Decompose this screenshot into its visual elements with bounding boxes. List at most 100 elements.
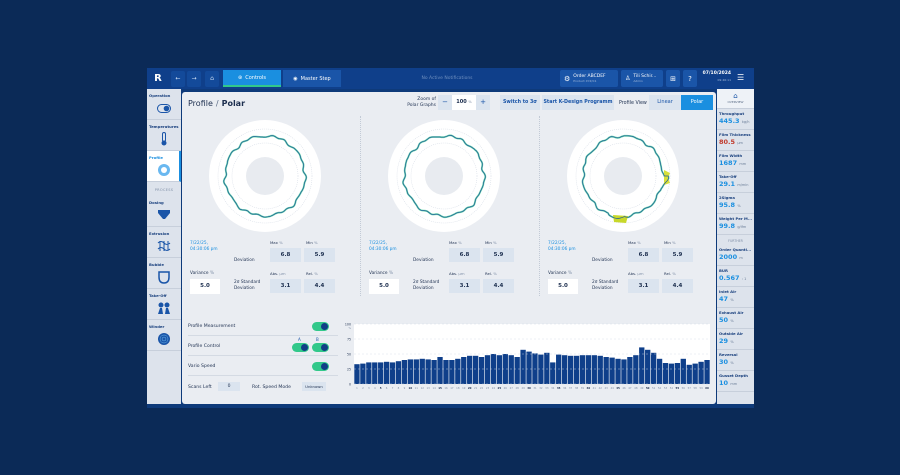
menu-button[interactable]: ☰ bbox=[737, 73, 744, 82]
profile-curve bbox=[223, 135, 307, 218]
thermometer-icon bbox=[157, 132, 171, 146]
variance-text: Variance bbox=[548, 271, 567, 276]
min-label: Min bbox=[306, 240, 313, 245]
bar bbox=[603, 357, 609, 384]
nav-dosing[interactable]: Dosing bbox=[147, 196, 181, 227]
home-icon: ⌂ bbox=[210, 75, 214, 82]
overview-label: OVERVIEW bbox=[727, 100, 744, 104]
further-unit: % bbox=[730, 319, 734, 323]
bar bbox=[633, 355, 639, 384]
app-window: R ← → ⌂ ⊛ Controls ◉ Master Step No Active… bbox=[147, 68, 754, 408]
nav-takeoff[interactable]: Take-Off bbox=[147, 289, 181, 320]
nav-temperatures[interactable]: Temperatures bbox=[147, 120, 181, 151]
variance-label: Variance % bbox=[548, 271, 572, 276]
nav-winder[interactable]: Winder bbox=[147, 320, 181, 351]
view-linear-button[interactable]: Linear bbox=[649, 95, 681, 110]
kpi-item[interactable]: Film Width 1687 mm bbox=[717, 151, 754, 172]
profile-control-toggle-a[interactable] bbox=[292, 343, 309, 352]
polar-graph bbox=[567, 120, 679, 232]
kpi-item[interactable]: Take-Off 29.1 m/min bbox=[717, 172, 754, 193]
kpi-item[interactable]: Throughput 445.3 kg/h bbox=[717, 109, 754, 130]
x-tick-label: 41 bbox=[593, 386, 597, 390]
order-icon: ⚙ bbox=[564, 74, 571, 83]
switch-to-3sigma-button[interactable]: Switch to 3σ bbox=[500, 95, 540, 110]
nav-extrusion[interactable]: Extrusion bbox=[147, 227, 181, 258]
nav-bubble[interactable]: Bubble bbox=[147, 258, 181, 289]
bar bbox=[567, 355, 574, 384]
nav-label: Temperatures bbox=[149, 124, 179, 129]
profile-control-toggle-b[interactable] bbox=[312, 343, 329, 352]
forward-button[interactable]: → bbox=[187, 70, 201, 87]
polar-grid-ring bbox=[217, 128, 313, 224]
further-item[interactable]: Outside Air 29 % bbox=[717, 329, 754, 350]
view-polar-button[interactable]: Polar bbox=[681, 95, 713, 110]
home-button[interactable]: ⌂ bbox=[205, 70, 219, 87]
polar-center bbox=[425, 157, 463, 195]
kpi-item[interactable]: Weight Per M... 99.8 g/lfm bbox=[717, 214, 754, 235]
y-tick-label: 0 bbox=[349, 383, 351, 387]
further-item[interactable]: Reversal 30 % bbox=[717, 350, 754, 371]
variance-text: Variance bbox=[369, 271, 388, 276]
further-item[interactable]: Inlet Air 47 % bbox=[717, 287, 754, 308]
further-item[interactable]: Exhaust Air 50 % bbox=[717, 308, 754, 329]
back-button[interactable]: ← bbox=[171, 70, 185, 87]
zoom-value-input[interactable]: 100 % bbox=[452, 95, 476, 110]
nav-operation[interactable]: Operation bbox=[147, 89, 181, 120]
order-button[interactable]: ⚙ Order ABCDEF Product XYZ/C1 bbox=[560, 70, 618, 87]
start-kdesign-button[interactable]: Start K-Design Programm bbox=[542, 95, 614, 110]
timestamp-time: 04:30:06 pm bbox=[369, 247, 397, 252]
further-value: 10 mm bbox=[719, 379, 752, 387]
polar-panel: 7/22/25, 04:30:06 pm Max % Min % Deviatio… bbox=[182, 114, 354, 304]
kpi-item[interactable]: 2Sigma 95.8 % bbox=[717, 193, 754, 214]
bar bbox=[455, 358, 461, 384]
toggle-icon bbox=[157, 101, 171, 115]
tab-master-step[interactable]: ◉ Master Step bbox=[283, 70, 341, 87]
tab-controls[interactable]: ⊛ Controls bbox=[223, 70, 281, 87]
profile-measurement-label: Profile Measurement bbox=[188, 324, 236, 329]
profile-curve bbox=[582, 135, 669, 219]
variance-input[interactable]: 5.0 bbox=[190, 279, 220, 294]
x-tick-label: 50 bbox=[646, 386, 650, 390]
bar bbox=[484, 355, 491, 384]
zoom-value: 100 bbox=[456, 99, 467, 105]
x-tick-label: 44 bbox=[610, 386, 614, 390]
x-tick-label: 1 bbox=[356, 386, 358, 390]
kpi-label: Film Thickness bbox=[719, 132, 751, 137]
vario-speed-label: Vario Speed bbox=[188, 364, 216, 369]
zoom-minus-button[interactable]: − bbox=[438, 95, 452, 110]
bar bbox=[556, 354, 562, 384]
further-label: Reversal bbox=[719, 352, 738, 357]
profile-view-label: Profile View bbox=[619, 101, 647, 106]
bar bbox=[354, 364, 360, 384]
nav-profile[interactable]: Profile bbox=[147, 151, 181, 182]
further-item[interactable]: Gusset Depth 10 mm bbox=[717, 371, 754, 392]
vario-speed-toggle[interactable] bbox=[312, 362, 329, 371]
user-button[interactable]: ♙ Tili Schir... Admin bbox=[621, 70, 663, 87]
profile-measurement-toggle[interactable] bbox=[312, 322, 329, 331]
x-tick-label: 52 bbox=[658, 386, 662, 390]
rel-header: Rel. % bbox=[306, 271, 318, 276]
help-icon: ? bbox=[688, 74, 692, 83]
variance-input[interactable]: 5.0 bbox=[369, 279, 399, 294]
bar bbox=[609, 357, 615, 384]
right-nav: ⌂ OVERVIEW Throughput 445.3 kg/h Film Thick… bbox=[717, 89, 754, 404]
further-value: 50 % bbox=[719, 316, 752, 324]
variance-input[interactable]: 5.0 bbox=[548, 279, 578, 294]
further-item[interactable]: Order Quanti... 2000 m bbox=[717, 245, 754, 266]
x-tick-label: 46 bbox=[622, 386, 626, 390]
kpi-value: 29.1 m/min bbox=[719, 180, 752, 188]
apps-button[interactable]: ⊞ bbox=[666, 70, 680, 87]
max-label: Max bbox=[628, 240, 636, 245]
max-value: 6.8 bbox=[270, 248, 301, 262]
polar-grid-ring bbox=[589, 142, 657, 210]
help-button[interactable]: ? bbox=[683, 70, 697, 87]
abs-label: Abs. bbox=[270, 271, 279, 276]
further-label: Outside Air bbox=[719, 331, 744, 336]
overview-button[interactable]: ⌂ OVERVIEW bbox=[717, 89, 754, 109]
y-axis-unit: % bbox=[349, 326, 352, 330]
zoom-plus-button[interactable]: + bbox=[476, 95, 490, 110]
kpi-item[interactable]: Film Thickness 80.5 µm bbox=[717, 130, 754, 151]
breadcrumb-parent[interactable]: Profile bbox=[188, 99, 213, 108]
further-item[interactable]: BUR 0.567 : 1 bbox=[717, 266, 754, 287]
